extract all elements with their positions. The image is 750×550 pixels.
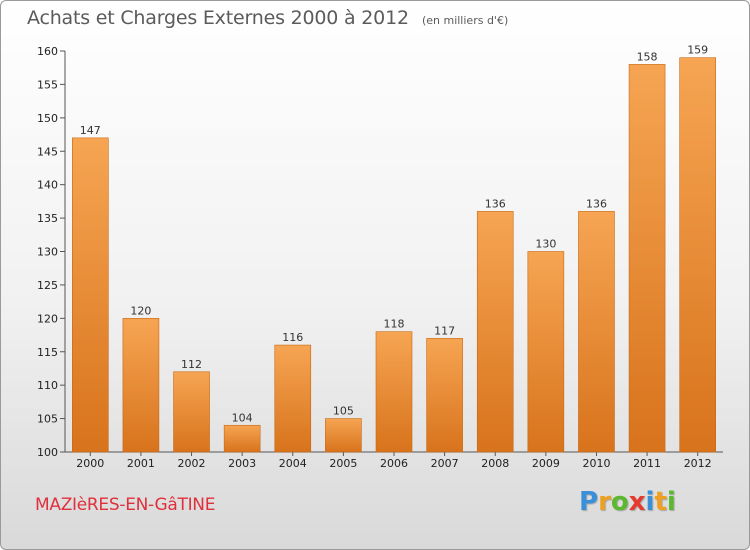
logo-letter: t bbox=[654, 487, 667, 517]
x-tick-label-2000: 2000 bbox=[76, 457, 104, 470]
data-label-2004: 116 bbox=[282, 331, 303, 344]
logo-letter: r bbox=[598, 487, 611, 517]
x-tick-label-2004: 2004 bbox=[279, 457, 307, 470]
chart-title: Achats et Charges Externes 2000 à 2012 (… bbox=[27, 7, 508, 29]
y-tick-label: 120 bbox=[37, 312, 58, 325]
bar-2001 bbox=[122, 318, 160, 453]
data-label-2012: 159 bbox=[687, 44, 708, 57]
data-label-2000: 147 bbox=[80, 124, 101, 137]
bar-2000 bbox=[72, 137, 109, 453]
x-tick-label-2008: 2008 bbox=[481, 457, 509, 470]
x-tick-label-2003: 2003 bbox=[228, 457, 256, 470]
x-tick-label-2012: 2012 bbox=[684, 457, 712, 470]
data-label-2007: 117 bbox=[434, 324, 455, 337]
y-tick-label: 150 bbox=[37, 112, 58, 125]
bar-2002 bbox=[173, 371, 210, 453]
x-tick-label-2010: 2010 bbox=[582, 457, 610, 470]
logo-letter: i bbox=[645, 487, 655, 517]
data-label-2011: 158 bbox=[637, 50, 658, 63]
x-tick-label-2007: 2007 bbox=[431, 457, 459, 470]
bar-2005 bbox=[325, 418, 362, 453]
y-tick-label: 135 bbox=[37, 212, 58, 225]
bar-2007 bbox=[426, 338, 463, 453]
y-tick-label: 110 bbox=[37, 379, 58, 392]
y-tick-label: 140 bbox=[37, 179, 58, 192]
x-tick-label-2009: 2009 bbox=[532, 457, 560, 470]
data-label-2008: 136 bbox=[485, 197, 506, 210]
logo-letter: x bbox=[628, 487, 646, 517]
y-tick-label: 155 bbox=[37, 78, 58, 91]
logo-letter: o bbox=[610, 487, 629, 517]
proxiti-logo[interactable]: Proxiti bbox=[579, 487, 676, 517]
bar-2011 bbox=[628, 64, 666, 453]
chart-title-text: Achats et Charges Externes 2000 à 2012 bbox=[27, 7, 409, 29]
bar-2009 bbox=[527, 251, 565, 453]
y-tick-label: 130 bbox=[37, 246, 58, 259]
commune-name: MAZIèRES-EN-GâTINE bbox=[35, 495, 216, 515]
bar-2006 bbox=[375, 331, 413, 453]
bar-2012 bbox=[679, 57, 716, 453]
data-label-2001: 120 bbox=[130, 304, 151, 317]
logo-letter: i bbox=[666, 487, 676, 517]
y-tick-label: 160 bbox=[37, 45, 58, 58]
x-tick-label-2001: 2001 bbox=[127, 457, 155, 470]
x-tick-label-2002: 2002 bbox=[178, 457, 206, 470]
bar-2010 bbox=[578, 211, 615, 453]
data-label-2002: 112 bbox=[181, 358, 202, 371]
y-tick-label: 115 bbox=[37, 346, 58, 359]
bar-2003 bbox=[223, 424, 261, 453]
logo-letter: P bbox=[579, 487, 599, 517]
data-label-2003: 104 bbox=[232, 411, 253, 424]
x-tick-label-2006: 2006 bbox=[380, 457, 408, 470]
data-label-2009: 130 bbox=[535, 238, 556, 251]
bar-2004 bbox=[274, 344, 312, 453]
chart-unit: (en milliers d'€) bbox=[421, 14, 509, 27]
data-label-2005: 105 bbox=[333, 405, 354, 418]
y-tick-label: 100 bbox=[37, 446, 58, 459]
y-tick-label: 105 bbox=[37, 413, 58, 426]
x-tick-label-2005: 2005 bbox=[329, 457, 357, 470]
chart-bars: 147 120 112 104 116 105 118 117 136 130 136 158 159 bbox=[72, 44, 716, 453]
data-label-2006: 118 bbox=[384, 318, 405, 331]
y-tick-label: 125 bbox=[37, 279, 58, 292]
bar-2008 bbox=[476, 211, 514, 453]
data-label-2010: 136 bbox=[586, 197, 607, 210]
y-tick-label: 145 bbox=[37, 145, 58, 158]
x-tick-label-2011: 2011 bbox=[633, 457, 661, 470]
